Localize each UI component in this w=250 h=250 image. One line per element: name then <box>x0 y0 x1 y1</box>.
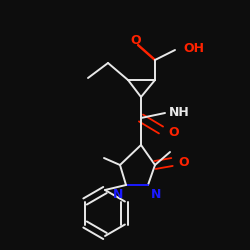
Text: O: O <box>168 126 178 138</box>
Text: N: N <box>112 188 123 201</box>
Text: NH: NH <box>169 106 190 118</box>
Text: OH: OH <box>183 42 204 56</box>
Text: O: O <box>178 156 189 168</box>
Text: N: N <box>151 188 162 201</box>
Text: O: O <box>131 34 141 46</box>
